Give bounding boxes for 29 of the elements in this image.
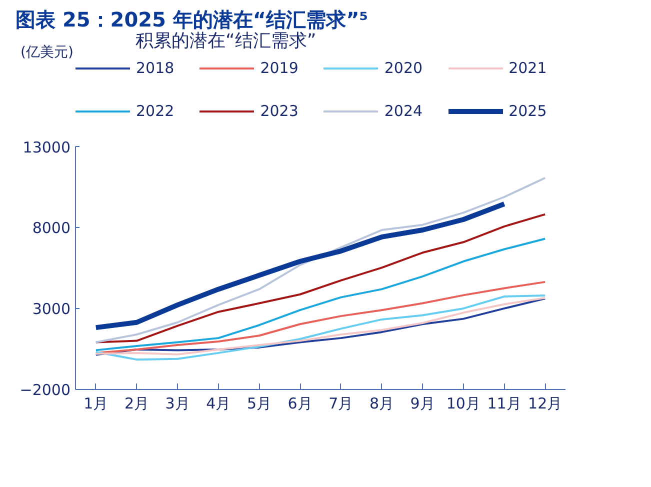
chart-subtitle: 积累的潜在“结汇需求” — [136, 30, 316, 52]
x-tick-label: 12月 — [528, 394, 562, 412]
x-tick-label: 4月 — [206, 394, 231, 412]
x-tick-label: 8月 — [369, 394, 394, 412]
x-tick-label: 6月 — [288, 394, 312, 412]
legend-label: 2025 — [508, 102, 547, 120]
legend-label: 2022 — [136, 102, 174, 120]
x-tick-label: 11月 — [487, 394, 522, 412]
x-tick-label: 10月 — [446, 394, 480, 412]
x-tick-label: 7月 — [328, 394, 354, 412]
text: (亿美元) — [20, 44, 74, 60]
legend-label: 2023 — [260, 102, 298, 120]
y-tick-label: 8000 — [32, 219, 71, 238]
x-tick-label: 3月 — [165, 394, 190, 412]
legend-label: 2021 — [508, 59, 547, 77]
x-tick-label: 2月 — [124, 394, 150, 412]
line-series — [94, 176, 546, 344]
legend-label: 2020 — [384, 59, 423, 77]
legend-label: 2018 — [136, 59, 174, 77]
legend-label: 2024 — [384, 102, 423, 120]
line-series — [94, 238, 546, 352]
x-tick-label: 5月 — [246, 394, 272, 412]
chart-title: 图表 25：2025 年的潜在“结汇需求”⁵ — [16, 8, 368, 32]
x-tick-label: 1月 — [84, 394, 108, 412]
y-tick-label: 13000 — [22, 138, 70, 156]
x-tick-label: 9月 — [410, 394, 435, 412]
y-tick-label: −2000 — [20, 381, 71, 399]
legend-label: 2019 — [260, 59, 298, 77]
y-tick-label: 3000 — [32, 300, 71, 318]
